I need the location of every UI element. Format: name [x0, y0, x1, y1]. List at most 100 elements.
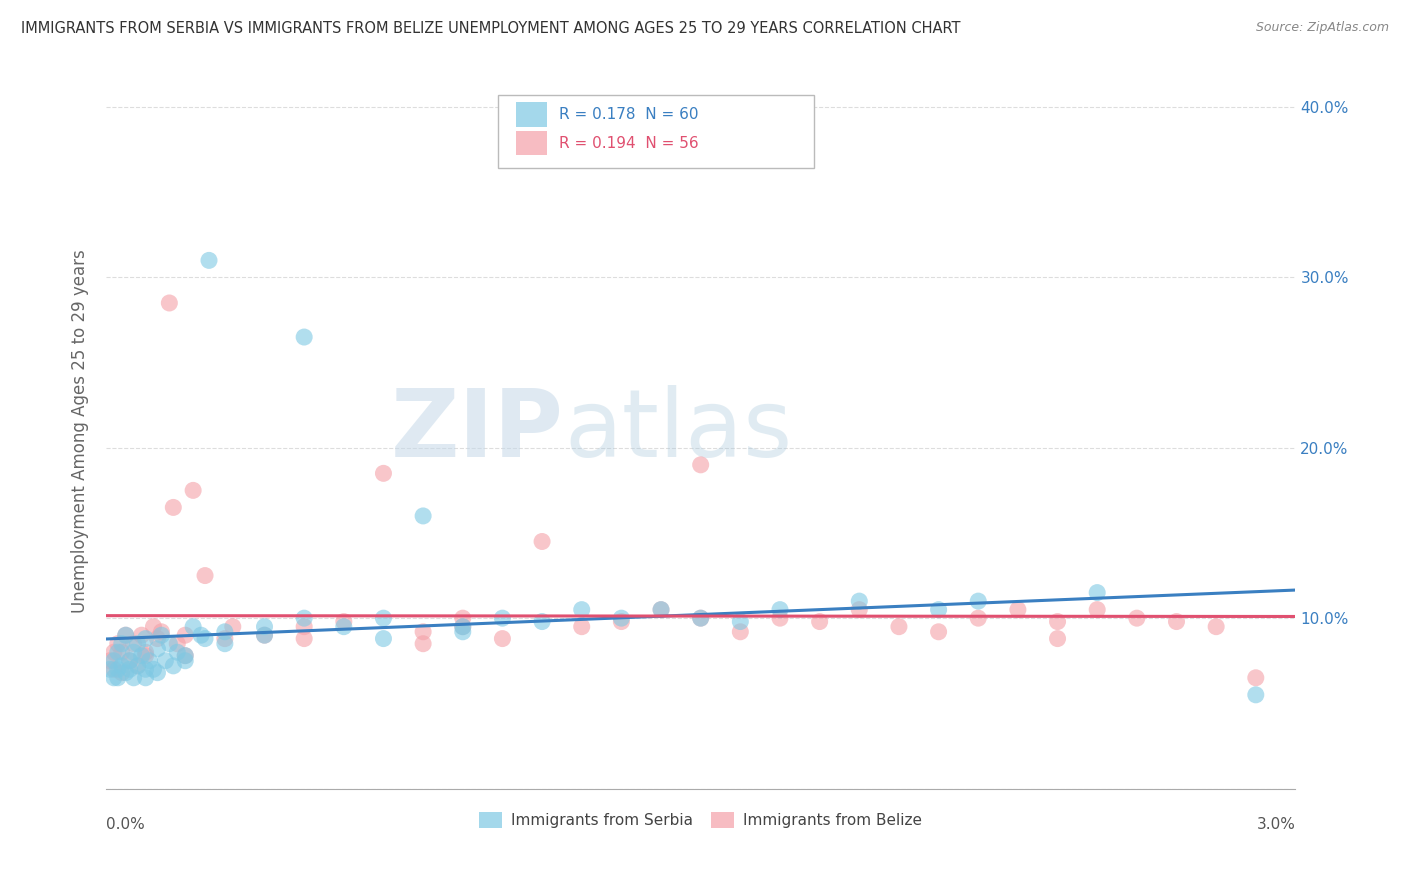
Point: [142, 662, 165, 676]
Point: [689, 611, 711, 625]
Point: [571, 620, 593, 634]
Point: [769, 611, 792, 625]
Point: [107, 662, 129, 676]
Point: [491, 632, 513, 646]
Point: [451, 624, 474, 639]
Point: [107, 637, 129, 651]
Point: [122, 645, 145, 659]
Point: [1205, 620, 1227, 634]
Point: [967, 594, 990, 608]
Point: [373, 467, 395, 481]
Point: [689, 458, 711, 472]
Point: [292, 330, 315, 344]
Text: atlas: atlas: [564, 384, 792, 476]
Text: ZIP: ZIP: [391, 384, 564, 476]
Point: [131, 648, 153, 663]
Point: [373, 632, 395, 646]
FancyBboxPatch shape: [499, 95, 814, 169]
Point: [98, 662, 121, 676]
Point: [103, 645, 125, 659]
Point: [114, 665, 136, 680]
Point: [253, 628, 276, 642]
Point: [214, 632, 236, 646]
Point: [292, 611, 315, 625]
Point: [118, 654, 141, 668]
Point: [689, 611, 711, 625]
Point: [135, 648, 157, 663]
Point: [111, 645, 134, 659]
Point: [1166, 615, 1188, 629]
Y-axis label: Unemployment Among Ages 25 to 29 years: Unemployment Among Ages 25 to 29 years: [72, 249, 89, 613]
Point: [150, 628, 173, 642]
Point: [333, 615, 356, 629]
Point: [928, 624, 950, 639]
Point: [122, 637, 145, 651]
Point: [333, 620, 356, 634]
Point: [610, 611, 633, 625]
Point: [157, 296, 180, 310]
Point: [848, 602, 870, 616]
Point: [1126, 611, 1149, 625]
Point: [138, 654, 160, 668]
Point: [887, 620, 910, 634]
Point: [118, 662, 141, 676]
Point: [103, 662, 125, 676]
Point: [150, 624, 173, 639]
Point: [146, 665, 169, 680]
Point: [451, 620, 474, 634]
Point: [131, 628, 153, 642]
Text: Source: ZipAtlas.com: Source: ZipAtlas.com: [1256, 21, 1389, 34]
Point: [127, 658, 149, 673]
Point: [222, 620, 245, 634]
Point: [127, 658, 149, 673]
Point: [107, 645, 129, 659]
Point: [181, 620, 204, 634]
Point: [808, 615, 831, 629]
Point: [142, 620, 165, 634]
Point: [135, 671, 157, 685]
Point: [174, 648, 197, 663]
Point: [769, 602, 792, 616]
Point: [146, 641, 169, 656]
Point: [253, 620, 276, 634]
Point: [166, 645, 188, 659]
Point: [531, 615, 554, 629]
Point: [194, 632, 217, 646]
Point: [848, 594, 870, 608]
Point: [730, 624, 752, 639]
Point: [114, 628, 136, 642]
Point: [162, 658, 184, 673]
Point: [412, 637, 434, 651]
Point: [135, 662, 157, 676]
Legend: Immigrants from Serbia, Immigrants from Belize: Immigrants from Serbia, Immigrants from …: [472, 806, 928, 835]
Point: [531, 534, 554, 549]
FancyBboxPatch shape: [516, 131, 547, 155]
Point: [650, 602, 672, 616]
Point: [118, 654, 141, 668]
Text: R = 0.194  N = 56: R = 0.194 N = 56: [560, 136, 699, 151]
Point: [198, 253, 221, 268]
Point: [292, 620, 315, 634]
Point: [373, 611, 395, 625]
Point: [135, 645, 157, 659]
Point: [194, 568, 217, 582]
Point: [1046, 615, 1069, 629]
Point: [610, 615, 633, 629]
Point: [571, 602, 593, 616]
Point: [107, 671, 129, 685]
Point: [111, 637, 134, 651]
Point: [412, 508, 434, 523]
Point: [174, 628, 197, 642]
Point: [412, 624, 434, 639]
Point: [127, 637, 149, 651]
Point: [103, 671, 125, 685]
Point: [1085, 585, 1108, 599]
Point: [135, 632, 157, 646]
Point: [146, 632, 169, 646]
Point: [928, 602, 950, 616]
Point: [111, 658, 134, 673]
Point: [155, 654, 177, 668]
Point: [491, 611, 513, 625]
Point: [190, 628, 212, 642]
Point: [451, 620, 474, 634]
